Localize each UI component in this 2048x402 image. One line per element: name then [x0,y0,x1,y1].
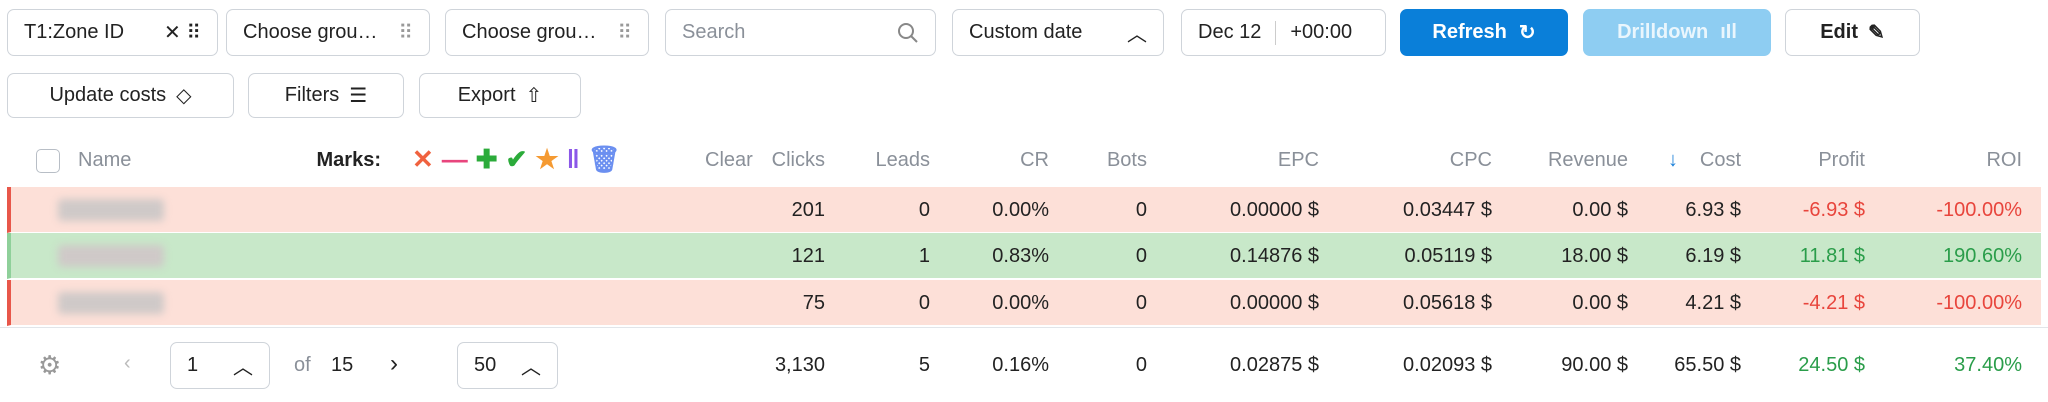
page-number: 1 [187,354,199,376]
table-cell: 190.60% [1943,245,2022,267]
table-cell: 0.00% [992,199,1049,221]
footer-divider [0,327,2048,328]
name-blurred [58,292,164,314]
table-cell: -4.21 $ [1802,292,1865,314]
table-cell: 0 [918,199,930,221]
table-cell: 75 [802,292,825,314]
table-row [7,233,2041,279]
table-cell: 0.03447 $ [1403,199,1492,221]
column-header: Leads [875,149,931,171]
total-cell: 0.16% [992,354,1049,376]
column-header: Profit [1818,149,1865,171]
total-cell: 65.50 $ [1674,354,1741,376]
total-cell: 0.02093 $ [1403,354,1492,376]
table-cell: 1 [918,245,930,267]
next-page[interactable]: › [390,350,398,377]
update-costs-button[interactable]: Update costs ◇ [7,73,234,118]
prev-page[interactable]: ‹ [124,352,131,374]
table-cell: 0.05618 $ [1403,292,1492,314]
table-cell: 121 [791,245,825,267]
table-cell: -100.00% [1936,292,2022,314]
column-header: Clicks [771,149,825,171]
column-header: EPC [1277,149,1319,171]
zone-filter[interactable]: T1:Zone ID ✕ ⠿ [7,9,218,56]
select-all-checkbox[interactable] [36,149,60,173]
table-cell: 201 [791,199,825,221]
column-header: Cost [1699,149,1741,171]
page-of: of [294,354,311,376]
table-cell: 0.83% [992,245,1049,267]
drilldown-label: Drilldown [1617,21,1709,43]
table-cell: -100.00% [1936,199,2022,221]
update-costs-label: Update costs [49,84,167,106]
table-cell: 4.21 $ [1685,292,1741,314]
settings-icon[interactable]: ⚙ [38,350,62,380]
group-label: Choose grou… [243,21,378,43]
table-cell: 0.00000 $ [1230,292,1319,314]
group-select[interactable]: Choose grou… ⠿ [226,9,430,56]
name-blurred [58,245,164,267]
column-header: CR [1020,149,1049,171]
table-cell: 0.00000 $ [1230,199,1319,221]
table-cell: 11.81 $ [1799,245,1865,267]
search-placeholder: Search [682,21,746,43]
table-cell: 0 [1135,245,1147,267]
search-input[interactable]: Search [665,9,936,56]
date-mode[interactable]: Custom date ︿ [952,9,1164,56]
per-page: 50 [474,354,497,376]
table-cell: 0.00 $ [1572,199,1628,221]
table-cell: 0.14876 $ [1230,245,1319,267]
column-header: Revenue [1547,149,1628,171]
page-count: 15 [331,354,354,376]
edit-button[interactable]: Edit ✎ [1785,9,1920,56]
table-cell: 18.00 $ [1561,245,1628,267]
mark-icons[interactable]: ✕—✚✔★ǁ🗑 [412,144,629,174]
filters-label: Filters [284,84,340,106]
table-cell: 0 [1135,199,1147,221]
total-cell: 37.40% [1954,354,2022,376]
refresh-button[interactable]: Refresh ↻ [1400,9,1568,56]
column-header: Marks: [316,149,381,171]
date-mode-label: Custom date [969,21,1083,43]
total-cell: 24.50 $ [1798,354,1865,376]
filters-button[interactable]: Filters ☰ [248,73,404,118]
table-cell: 0.05119 $ [1404,245,1493,267]
page-input[interactable]: 1 ︿ [170,342,270,389]
date-picker[interactable]: Dec 12 +00:00 [1181,9,1386,56]
per-page-select[interactable]: 50 ︿ [457,342,558,389]
table-cell: 6.19 $ [1685,245,1741,267]
export-button[interactable]: Export ⇧ [419,73,581,118]
total-cell: 3,130 [774,354,825,376]
group-select[interactable]: Choose grou… ⠿ [445,9,649,56]
column-header: CPC [1449,149,1492,171]
sort-arrow[interactable]: ↓ [1668,149,1678,171]
total-cell: 0 [1135,354,1147,376]
zone-filter-label: T1:Zone ID [24,21,125,43]
table-cell: 0.00% [992,292,1049,314]
date-label: Dec 12 [1198,21,1262,43]
table-row [7,280,2041,326]
edit-label: Edit [1820,21,1858,43]
column-header: Name [78,149,132,171]
search-icon [898,22,918,43]
export-label: Export [457,84,516,106]
total-cell: 90.00 $ [1561,354,1628,376]
table-cell: -6.93 $ [1802,199,1865,221]
group-label: Choose grou… [462,21,597,43]
column-header: Bots [1106,149,1147,171]
table-cell: 0.00 $ [1572,292,1628,314]
column-header: Clear [705,149,753,171]
column-header: ROI [1986,149,2022,171]
drilldown-button[interactable]: Drilldown ıIl [1583,9,1771,56]
name-blurred [58,199,164,221]
refresh-label: Refresh [1432,21,1507,43]
total-cell: 0.02875 $ [1230,354,1319,376]
table-cell: 0 [1135,292,1147,314]
table-cell: 0 [918,292,930,314]
timezone-label: +00:00 [1290,21,1353,43]
total-cell: 5 [918,354,930,376]
table-cell: 6.93 $ [1685,199,1741,221]
table-row [7,187,2041,233]
